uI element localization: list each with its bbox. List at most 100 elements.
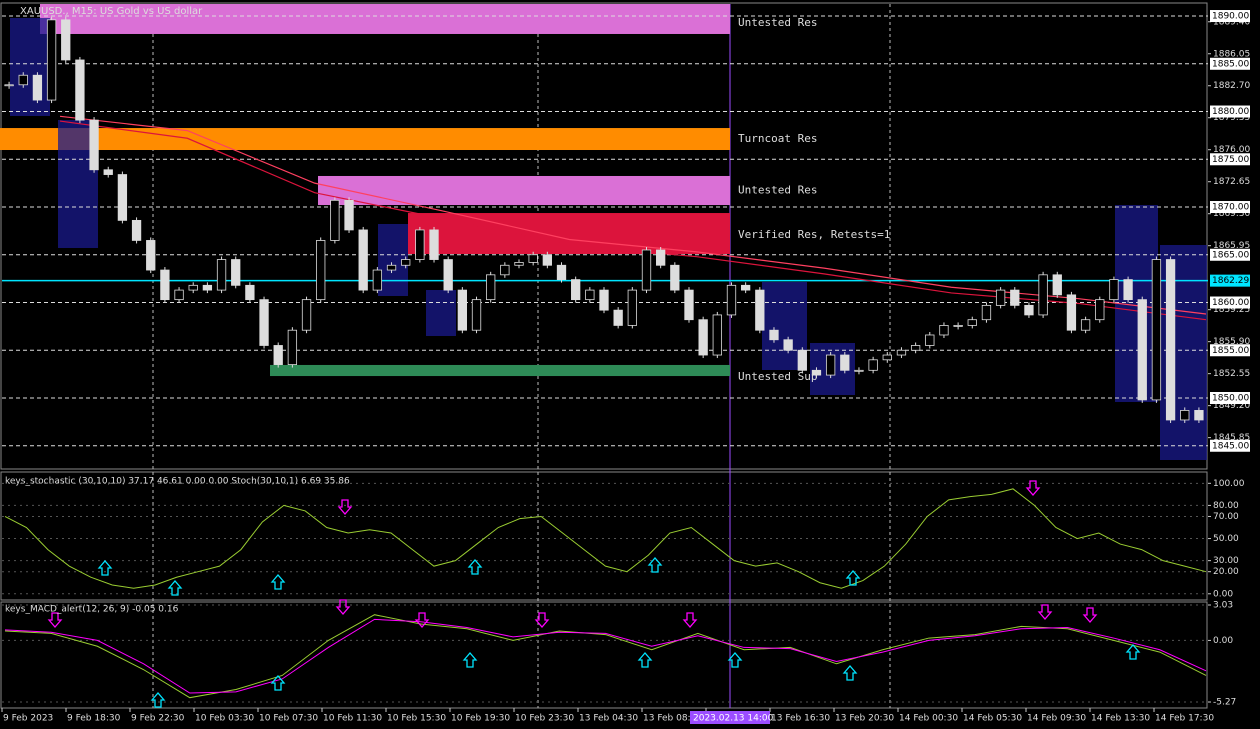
candle — [1010, 289, 1020, 306]
candle — [967, 319, 977, 326]
x-tick-label: 14 Feb 17:30 — [1155, 714, 1214, 724]
candle — [1052, 274, 1062, 296]
x-tick-label: 10 Feb 03:30 — [195, 714, 254, 724]
signal-arrow — [647, 557, 663, 573]
candle — [740, 284, 751, 291]
zone — [270, 364, 730, 377]
crosshair-box — [690, 711, 770, 724]
level-box — [1210, 392, 1250, 405]
y-tick-label: 0.00 — [1213, 589, 1233, 599]
zone-label: Untested Sup — [738, 370, 817, 383]
level-label: 1860.00 — [1212, 298, 1249, 308]
x-tick-label: 10 Feb 11:30 — [323, 714, 382, 724]
candle — [471, 299, 482, 331]
level-box — [1210, 153, 1250, 166]
level-label: 1865.00 — [1212, 250, 1249, 260]
x-tick-label: 13 Feb 20:30 — [835, 714, 894, 724]
candle — [287, 329, 298, 365]
candle — [1165, 259, 1176, 421]
y-tick-label: 1876.00 — [1213, 145, 1250, 155]
candle — [726, 284, 737, 316]
signal-arrow — [270, 675, 286, 691]
x-tick-label: 10 Feb 19:30 — [451, 714, 510, 724]
level-box — [1210, 105, 1250, 118]
candle — [1109, 279, 1119, 301]
candle — [571, 279, 581, 301]
candle — [1038, 274, 1048, 316]
candle — [75, 59, 85, 121]
zone — [0, 128, 730, 151]
signal-arrow — [150, 692, 166, 708]
candle — [1066, 294, 1077, 331]
candle — [585, 289, 595, 301]
y-tick-label: 30.00 — [1213, 556, 1239, 566]
candle — [599, 289, 609, 311]
candle — [245, 284, 255, 301]
y-tick-label: 20.00 — [1213, 567, 1239, 577]
y-tick-label: 50.00 — [1213, 534, 1239, 544]
level-label: 1850.00 — [1212, 394, 1249, 404]
session-box — [10, 18, 50, 116]
candle — [854, 369, 864, 372]
x-tick-label: 13 Feb 04:30 — [579, 714, 638, 724]
candle — [684, 289, 694, 321]
signal-arrow — [167, 580, 183, 596]
y-tick-label: 1849.20 — [1213, 401, 1250, 411]
signal-arrow — [337, 499, 353, 515]
candle — [344, 199, 354, 231]
candle — [542, 254, 552, 266]
signal-arrow — [414, 612, 430, 628]
candle — [4, 84, 14, 87]
y-tick-label: 70.00 — [1213, 512, 1239, 522]
candle — [160, 269, 170, 301]
signal-arrow — [845, 570, 861, 586]
candle — [769, 329, 779, 341]
candle — [1095, 299, 1105, 321]
candle — [358, 229, 368, 291]
level-label: 1880.00 — [1212, 107, 1249, 117]
candle — [202, 284, 213, 291]
candle — [146, 240, 156, 271]
candle — [797, 349, 807, 371]
x-tick-label: 14 Feb 13:30 — [1091, 714, 1150, 724]
candle — [273, 345, 283, 365]
candle — [1080, 319, 1091, 331]
candle — [131, 219, 142, 241]
candle — [825, 354, 836, 376]
session-box — [426, 290, 456, 336]
candle — [1180, 410, 1190, 421]
candle — [301, 299, 312, 331]
x-tick-label: 10 Feb 07:30 — [259, 714, 318, 724]
y-tick-label: 80.00 — [1213, 501, 1239, 511]
candle — [627, 289, 637, 326]
chart-title: XAUUSD., M15: US Gold vs US dollar — [20, 6, 203, 17]
candle — [486, 274, 496, 301]
y-tick-label: 1855.90 — [1213, 337, 1250, 347]
signal-arrow — [682, 612, 698, 628]
candle — [316, 240, 326, 301]
candle — [103, 169, 113, 175]
level-box — [1210, 248, 1250, 261]
y-tick-label: 1886.05 — [1213, 49, 1250, 59]
signal-arrow — [842, 665, 858, 681]
zone-label: Untested Res — [738, 183, 817, 196]
signal-arrow — [1082, 607, 1098, 623]
candle — [32, 74, 43, 101]
signal-arrow — [534, 612, 550, 628]
signal-arrow — [467, 559, 483, 575]
level-box — [1210, 57, 1250, 70]
candle — [783, 339, 793, 351]
indicator-line — [4, 618, 1207, 694]
candle — [372, 269, 383, 291]
candle — [216, 259, 227, 291]
y-tick-label: 1889.40 — [1213, 17, 1250, 27]
candle — [613, 309, 623, 326]
y-tick-label: 0.00 — [1213, 636, 1233, 646]
candle — [528, 254, 538, 263]
y-tick-label: 1845.85 — [1213, 433, 1250, 443]
indicator-line — [4, 488, 1207, 589]
candle — [188, 284, 198, 291]
candle — [1123, 279, 1133, 301]
candle — [1024, 304, 1034, 316]
